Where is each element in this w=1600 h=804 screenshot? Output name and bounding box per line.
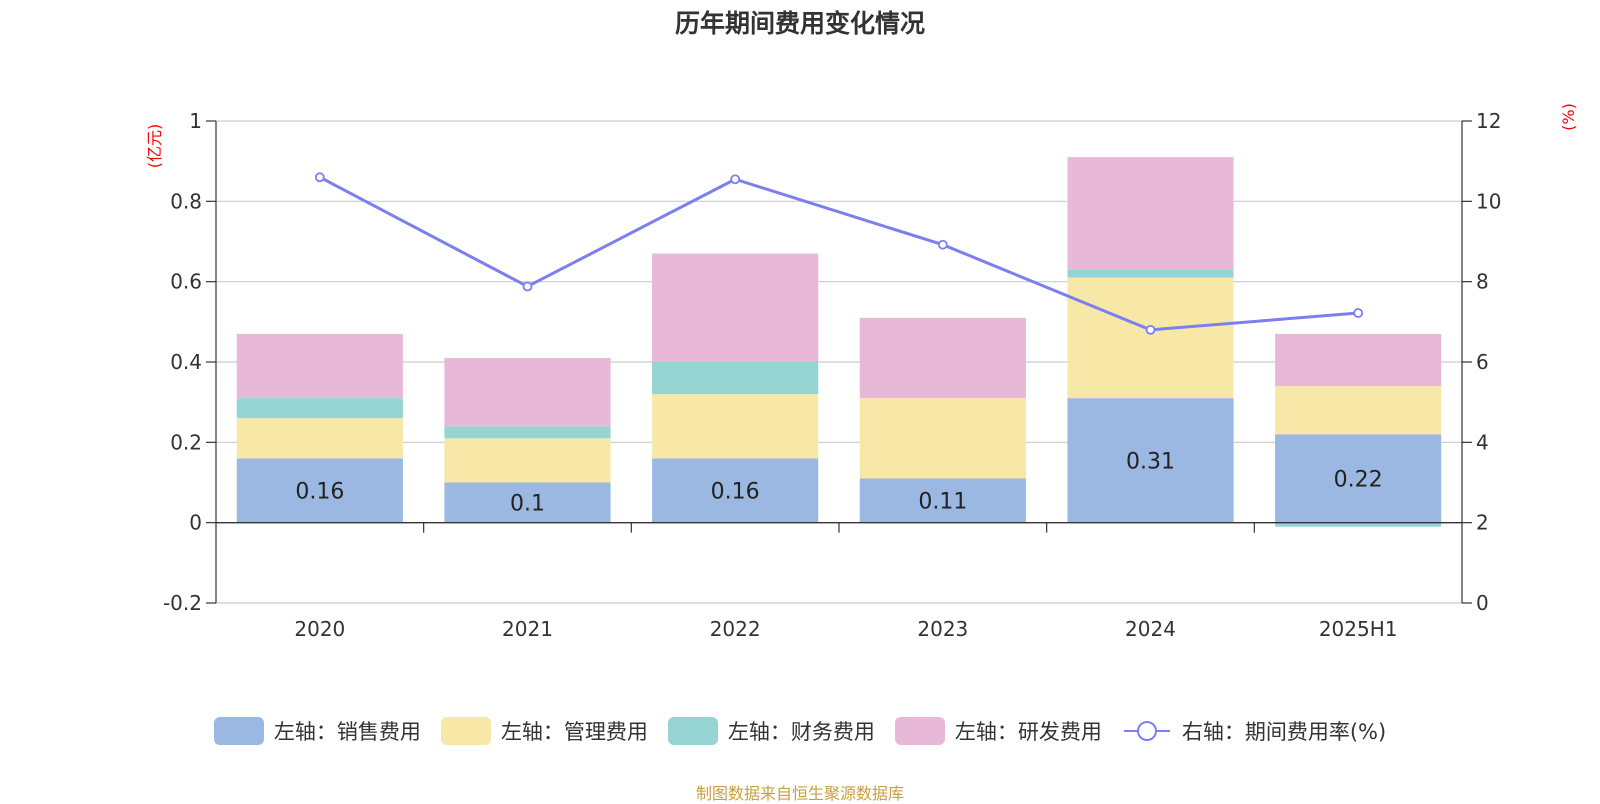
bar-segment	[652, 362, 819, 395]
bar-segment	[236, 418, 403, 459]
bar-segment	[236, 333, 403, 399]
right-axis-unit: (%)	[1559, 103, 1578, 131]
chart-title: 历年期间费用变化情况	[674, 9, 925, 38]
legend-label: 左轴：研发费用	[954, 720, 1102, 744]
left-axis-tick-label: 0.4	[170, 350, 202, 374]
legend-item[interactable]: 左轴：研发费用	[894, 716, 1102, 746]
bar-segment	[1275, 333, 1442, 387]
bar-segment	[444, 426, 611, 439]
bar-value-label: 0.11	[918, 490, 967, 515]
bar-segment	[652, 458, 819, 523]
right-axis-tick-label: 0	[1476, 591, 1489, 615]
legend-label: 左轴：财务费用	[727, 720, 875, 744]
right-axis-tick-label: 8	[1476, 270, 1489, 294]
left-axis-tick-label: -0.2	[163, 591, 202, 615]
rate-point	[1145, 324, 1156, 335]
category-label: 2024	[1125, 617, 1176, 641]
bar-segment	[1275, 522, 1442, 527]
left-axis-tick-label: 0.2	[170, 430, 202, 454]
legend-swatch	[667, 717, 718, 745]
bar-segment	[859, 398, 1026, 479]
rate-line-series	[314, 172, 1364, 335]
legend-item[interactable]: 左轴：销售费用	[213, 716, 421, 746]
rate-point	[937, 239, 948, 250]
bar-segment	[1067, 269, 1234, 278]
category-label: 2022	[710, 617, 761, 641]
source-note: 制图数据来自恒生聚源数据库	[695, 784, 904, 803]
data-labels: 0.16 0.1 0.16 0.11 0.31 0.22	[295, 449, 1382, 516]
bar-segment	[1275, 386, 1442, 435]
legend-swatch	[440, 717, 491, 745]
legend: 左轴：销售费用 左轴：管理费用 左轴：财务费用 左轴：研发费用 右轴：期间费用率(%)	[0, 716, 1600, 746]
left-axis-tick-label: 0	[189, 511, 202, 535]
rate-point	[314, 172, 325, 183]
bar-segment	[444, 438, 611, 483]
legend-item[interactable]: 左轴：财务费用	[667, 716, 875, 746]
bar-segment	[1067, 157, 1234, 270]
rate-line	[319, 175, 1359, 332]
right-axis-tick-label: 4	[1476, 430, 1489, 454]
left-axis-tick-label: 0.6	[170, 270, 202, 294]
bar-segment	[1067, 398, 1234, 523]
legend-item[interactable]: 右轴：期间费用率(%)	[1122, 716, 1386, 746]
legend-line-marker-icon	[1123, 721, 1170, 741]
bar-segment	[444, 482, 611, 523]
bar-value-label: 0.16	[711, 480, 760, 505]
bar-segment	[444, 357, 611, 427]
legend-swatch	[213, 717, 264, 745]
right-axis-tick-label: 10	[1476, 189, 1501, 213]
category-label: 2023	[917, 617, 968, 641]
category-label: 2020	[294, 617, 345, 641]
bar-value-label: 0.31	[1126, 449, 1175, 474]
legend-label: 左轴：管理费用	[500, 720, 648, 744]
bar-segment	[652, 253, 819, 362]
bar-segment	[1067, 277, 1234, 399]
rate-point	[1353, 308, 1364, 318]
legend-label: 右轴：期间费用率(%)	[1181, 720, 1387, 744]
right-axis-tick-label: 6	[1476, 350, 1489, 374]
rate-point	[522, 281, 533, 292]
right-axis-tick-label: 2	[1476, 511, 1489, 535]
rate-point	[730, 174, 741, 185]
bar-segment	[652, 394, 819, 459]
right-axis-tick-label: 12	[1476, 109, 1501, 133]
left-axis-tick-label: 1	[189, 109, 202, 133]
legend-swatch	[894, 717, 945, 745]
legend-item[interactable]: 左轴：管理费用	[440, 716, 648, 746]
left-axis-tick-label: 0.8	[170, 189, 202, 213]
bar-group	[236, 157, 1442, 527]
bar-value-label: 0.16	[295, 480, 344, 505]
bar-value-label: 0.1	[510, 492, 545, 517]
left-axis-unit: (亿元)	[145, 124, 164, 169]
category-label: 2025H1	[1319, 617, 1398, 641]
bar-segment	[236, 398, 403, 419]
bar-segment	[859, 317, 1026, 399]
legend-label: 左轴：销售费用	[273, 720, 421, 744]
bar-segment	[236, 458, 403, 523]
category-label: 2021	[502, 617, 553, 641]
grid-lines	[216, 120, 1462, 604]
bar-value-label: 0.22	[1334, 467, 1383, 492]
bar-segment	[1275, 434, 1442, 523]
bar-segment	[859, 478, 1026, 523]
